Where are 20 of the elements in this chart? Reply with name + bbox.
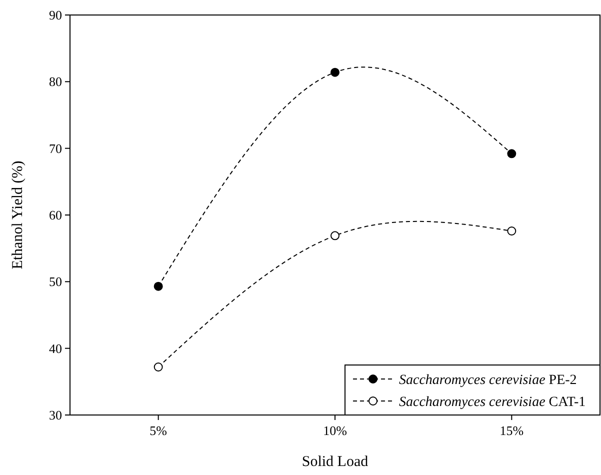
point	[154, 282, 163, 291]
x-axis-title: Solid Load	[302, 454, 369, 470]
point	[154, 362, 163, 372]
y-axis-title: Ethanol Yield (%)	[10, 160, 26, 270]
x-tick-label: 15%	[500, 423, 524, 438]
y-tick-label: 50	[49, 274, 62, 290]
x-tick-label: 5%	[150, 423, 168, 438]
point	[507, 149, 516, 158]
y-tick-label: 30	[49, 408, 62, 423]
y-tick-label: 60	[49, 208, 62, 223]
point	[507, 226, 516, 236]
y-tick-label: 80	[49, 74, 62, 90]
legend-label: Saccharomyces cerevisiae PE-2	[399, 372, 577, 388]
y-tick-label: 90	[49, 8, 62, 23]
point	[330, 68, 340, 77]
point	[330, 231, 340, 240]
y-tick-label: 70	[49, 140, 62, 156]
legend-label: Saccharomyces cerevisiae CAT-1	[399, 394, 586, 410]
y-tick-label: 40	[49, 340, 62, 356]
x-tick-label: 10%	[323, 423, 348, 438]
